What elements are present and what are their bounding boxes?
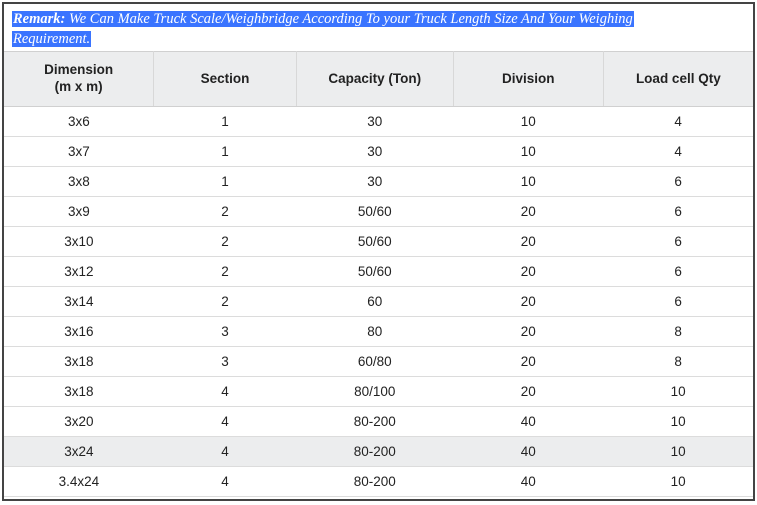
- table-row: 3x10250/60206: [4, 226, 753, 256]
- cell-division: 20: [453, 346, 603, 376]
- remark-line1: We Can Make Truck Scale/Weighbridge Acco…: [65, 11, 632, 27]
- cell-loadcell: 6: [603, 286, 753, 316]
- table-row: 3x20480-2004010: [4, 406, 753, 436]
- cell-capacity: 80-200: [296, 406, 453, 436]
- table-body: 3x61301043x71301043x81301063x9250/602063…: [4, 106, 753, 496]
- cell-section: 1: [154, 136, 296, 166]
- cell-capacity: 80: [296, 316, 453, 346]
- cell-loadcell: 8: [603, 316, 753, 346]
- cell-division: 40: [453, 406, 603, 436]
- table-row: 3x24480-2004010: [4, 436, 753, 466]
- col-header-division: Division: [453, 52, 603, 107]
- spec-table: Dimension (m x m) Section Capacity (Ton)…: [4, 51, 753, 497]
- cell-loadcell: 8: [603, 346, 753, 376]
- cell-division: 40: [453, 466, 603, 496]
- col-header-dimension-l1: Dimension: [44, 62, 113, 77]
- cell-division: 10: [453, 106, 603, 136]
- table-row: 3x14260206: [4, 286, 753, 316]
- table-row: 3x16380208: [4, 316, 753, 346]
- cell-capacity: 50/60: [296, 256, 453, 286]
- col-header-dimension-l2: (m x m): [55, 79, 103, 94]
- cell-dimension: 3x9: [4, 196, 154, 226]
- cell-dimension: 3x8: [4, 166, 154, 196]
- cell-section: 3: [154, 316, 296, 346]
- cell-dimension: 3x16: [4, 316, 154, 346]
- cell-capacity: 80/100: [296, 376, 453, 406]
- cell-capacity: 30: [296, 136, 453, 166]
- cell-section: 4: [154, 436, 296, 466]
- cell-loadcell: 10: [603, 376, 753, 406]
- cell-capacity: 30: [296, 106, 453, 136]
- table-row: 3x18360/80208: [4, 346, 753, 376]
- cell-section: 4: [154, 466, 296, 496]
- cell-dimension: 3x7: [4, 136, 154, 166]
- table-row: 3x6130104: [4, 106, 753, 136]
- cell-division: 20: [453, 376, 603, 406]
- cell-loadcell: 6: [603, 226, 753, 256]
- cell-loadcell: 10: [603, 466, 753, 496]
- cell-capacity: 60: [296, 286, 453, 316]
- table-row: 3x18480/1002010: [4, 376, 753, 406]
- cell-dimension: 3x24: [4, 436, 154, 466]
- cell-dimension: 3x20: [4, 406, 154, 436]
- table-row: 3.4x24480-2004010: [4, 466, 753, 496]
- table-row: 3x9250/60206: [4, 196, 753, 226]
- cell-section: 2: [154, 196, 296, 226]
- cell-division: 10: [453, 166, 603, 196]
- cell-loadcell: 10: [603, 436, 753, 466]
- cell-section: 1: [154, 166, 296, 196]
- cell-capacity: 50/60: [296, 196, 453, 226]
- cell-section: 4: [154, 406, 296, 436]
- remark-block: Remark: We Can Make Truck Scale/Weighbri…: [4, 4, 753, 51]
- cell-loadcell: 4: [603, 136, 753, 166]
- cell-dimension: 3x6: [4, 106, 154, 136]
- col-header-section: Section: [154, 52, 296, 107]
- col-header-capacity: Capacity (Ton): [296, 52, 453, 107]
- table-header-row: Dimension (m x m) Section Capacity (Ton)…: [4, 52, 753, 107]
- cell-capacity: 80-200: [296, 466, 453, 496]
- cell-loadcell: 4: [603, 106, 753, 136]
- cell-loadcell: 10: [603, 406, 753, 436]
- table-row: 3x12250/60206: [4, 256, 753, 286]
- cell-loadcell: 6: [603, 196, 753, 226]
- cell-section: 2: [154, 256, 296, 286]
- remark-highlight-line1: Remark: We Can Make Truck Scale/Weighbri…: [12, 11, 634, 27]
- cell-section: 2: [154, 286, 296, 316]
- table-row: 3x7130104: [4, 136, 753, 166]
- cell-division: 20: [453, 226, 603, 256]
- cell-section: 1: [154, 106, 296, 136]
- cell-capacity: 30: [296, 166, 453, 196]
- remark-label: Remark:: [13, 11, 65, 27]
- cell-dimension: 3x12: [4, 256, 154, 286]
- cell-dimension: 3x14: [4, 286, 154, 316]
- cell-section: 2: [154, 226, 296, 256]
- cell-capacity: 80-200: [296, 436, 453, 466]
- cell-section: 4: [154, 376, 296, 406]
- cell-division: 20: [453, 316, 603, 346]
- cell-division: 10: [453, 136, 603, 166]
- cell-loadcell: 6: [603, 256, 753, 286]
- col-header-loadcell: Load cell Qty: [603, 52, 753, 107]
- cell-division: 40: [453, 436, 603, 466]
- col-header-dimension: Dimension (m x m): [4, 52, 154, 107]
- cell-dimension: 3x18: [4, 376, 154, 406]
- cell-capacity: 60/80: [296, 346, 453, 376]
- cell-division: 20: [453, 256, 603, 286]
- cell-division: 20: [453, 196, 603, 226]
- cell-dimension: 3x18: [4, 346, 154, 376]
- cell-dimension: 3x10: [4, 226, 154, 256]
- cell-dimension: 3.4x24: [4, 466, 154, 496]
- cell-section: 3: [154, 346, 296, 376]
- cell-capacity: 50/60: [296, 226, 453, 256]
- cell-division: 20: [453, 286, 603, 316]
- cell-loadcell: 6: [603, 166, 753, 196]
- table-row: 3x8130106: [4, 166, 753, 196]
- page-frame: Remark: We Can Make Truck Scale/Weighbri…: [2, 2, 755, 501]
- remark-highlight-line2: Requirement.: [12, 31, 91, 47]
